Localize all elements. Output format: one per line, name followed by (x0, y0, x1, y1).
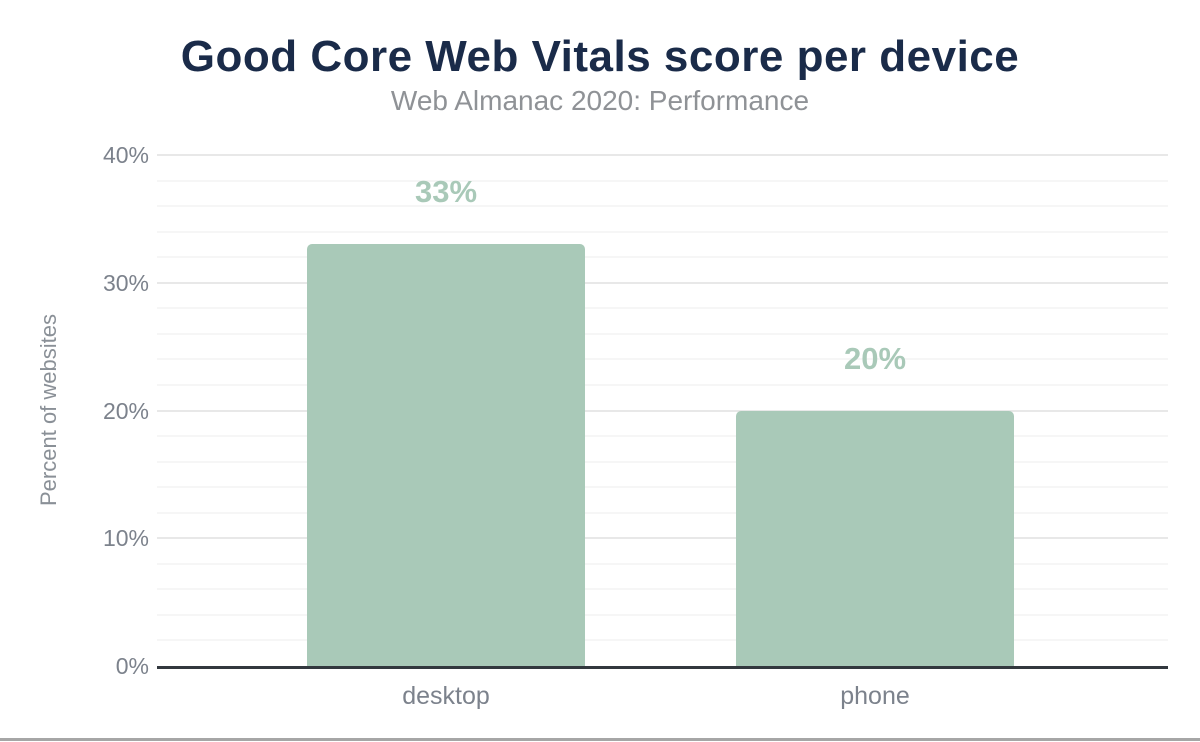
gridline-minor-8 (157, 562, 1168, 565)
gridline-minor-4 (157, 613, 1168, 616)
gridline-minor-16 (157, 460, 1168, 463)
gridline-minor-12 (157, 511, 1168, 514)
value-label-desktop: 33% (414, 174, 478, 210)
y-tick-label-40: 40% (102, 142, 149, 168)
y-axis-title: Percent of websites (36, 314, 61, 506)
bottom-border (0, 738, 1200, 741)
gridline-minor-28 (157, 307, 1168, 310)
chart-subtitle: Web Almanac 2020: Performance (390, 85, 810, 116)
gridline-minor-2 (157, 639, 1168, 642)
gridline-minor-24 (157, 358, 1168, 361)
gridline-minor-22 (157, 383, 1168, 386)
gridline-minor-34 (157, 230, 1168, 233)
gridline-major-10 (157, 537, 1168, 540)
x-axis-label-phone: phone (840, 682, 910, 710)
gridline-major-40 (157, 154, 1168, 156)
gridline-major-20 (157, 409, 1168, 412)
bar-desktop[interactable] (307, 244, 585, 666)
x-axis-line (157, 666, 1168, 669)
gridline-minor-18 (157, 435, 1168, 438)
gridline-minor-6 (157, 588, 1168, 591)
y-tick-label-30: 30% (102, 269, 149, 296)
gridline-major-30 (157, 281, 1168, 284)
gridline-minor-26 (157, 332, 1168, 335)
gridline-minor-32 (157, 256, 1168, 259)
bar-phone[interactable] (736, 410, 1014, 666)
x-axis-label-desktop: desktop (402, 682, 490, 710)
chart-title: Good Core Web Vitals score per device (180, 32, 1020, 81)
plot-area: 0% 10% 20% 30% 40% 33% desktop 20% phone (103, 143, 1168, 710)
value-label-phone: 20% (843, 340, 907, 376)
gridline-minor-36 (157, 205, 1168, 208)
y-tick-label-0: 0% (115, 653, 149, 679)
gridline-minor-14 (157, 486, 1168, 489)
y-tick-label-10: 10% (102, 525, 149, 552)
gridline-minor-38 (157, 179, 1168, 182)
y-tick-label-20: 20% (102, 397, 149, 424)
